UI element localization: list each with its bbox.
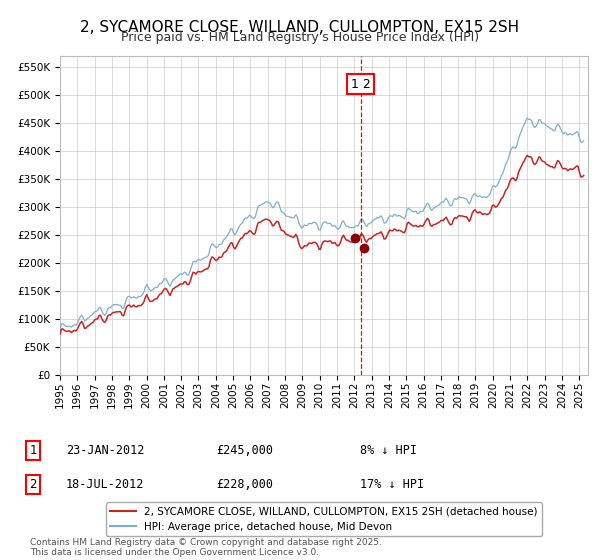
Legend: 2, SYCAMORE CLOSE, WILLAND, CULLOMPTON, EX15 2SH (detached house), HPI: Average : 2, SYCAMORE CLOSE, WILLAND, CULLOMPTON, … <box>106 502 542 536</box>
Text: Contains HM Land Registry data © Crown copyright and database right 2025.
This d: Contains HM Land Registry data © Crown c… <box>30 538 382 557</box>
Text: 18-JUL-2012: 18-JUL-2012 <box>66 478 145 491</box>
Text: 1 2: 1 2 <box>351 77 371 91</box>
Text: 2: 2 <box>29 478 37 491</box>
Text: £228,000: £228,000 <box>216 478 273 491</box>
Text: Price paid vs. HM Land Registry's House Price Index (HPI): Price paid vs. HM Land Registry's House … <box>121 31 479 44</box>
Text: 1: 1 <box>29 444 37 458</box>
Text: 2, SYCAMORE CLOSE, WILLAND, CULLOMPTON, EX15 2SH: 2, SYCAMORE CLOSE, WILLAND, CULLOMPTON, … <box>80 20 520 35</box>
Text: 17% ↓ HPI: 17% ↓ HPI <box>360 478 424 491</box>
Text: 8% ↓ HPI: 8% ↓ HPI <box>360 444 417 458</box>
Text: 23-JAN-2012: 23-JAN-2012 <box>66 444 145 458</box>
Text: £245,000: £245,000 <box>216 444 273 458</box>
